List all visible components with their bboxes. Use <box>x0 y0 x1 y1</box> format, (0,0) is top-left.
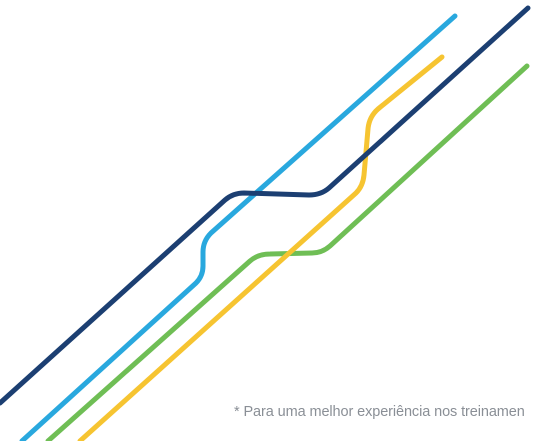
line-navy <box>0 5 531 406</box>
line-light-blue <box>19 13 458 441</box>
line-yellow <box>77 54 445 441</box>
footnote-text: * Para uma melhor experiência nos treina… <box>234 404 525 420</box>
